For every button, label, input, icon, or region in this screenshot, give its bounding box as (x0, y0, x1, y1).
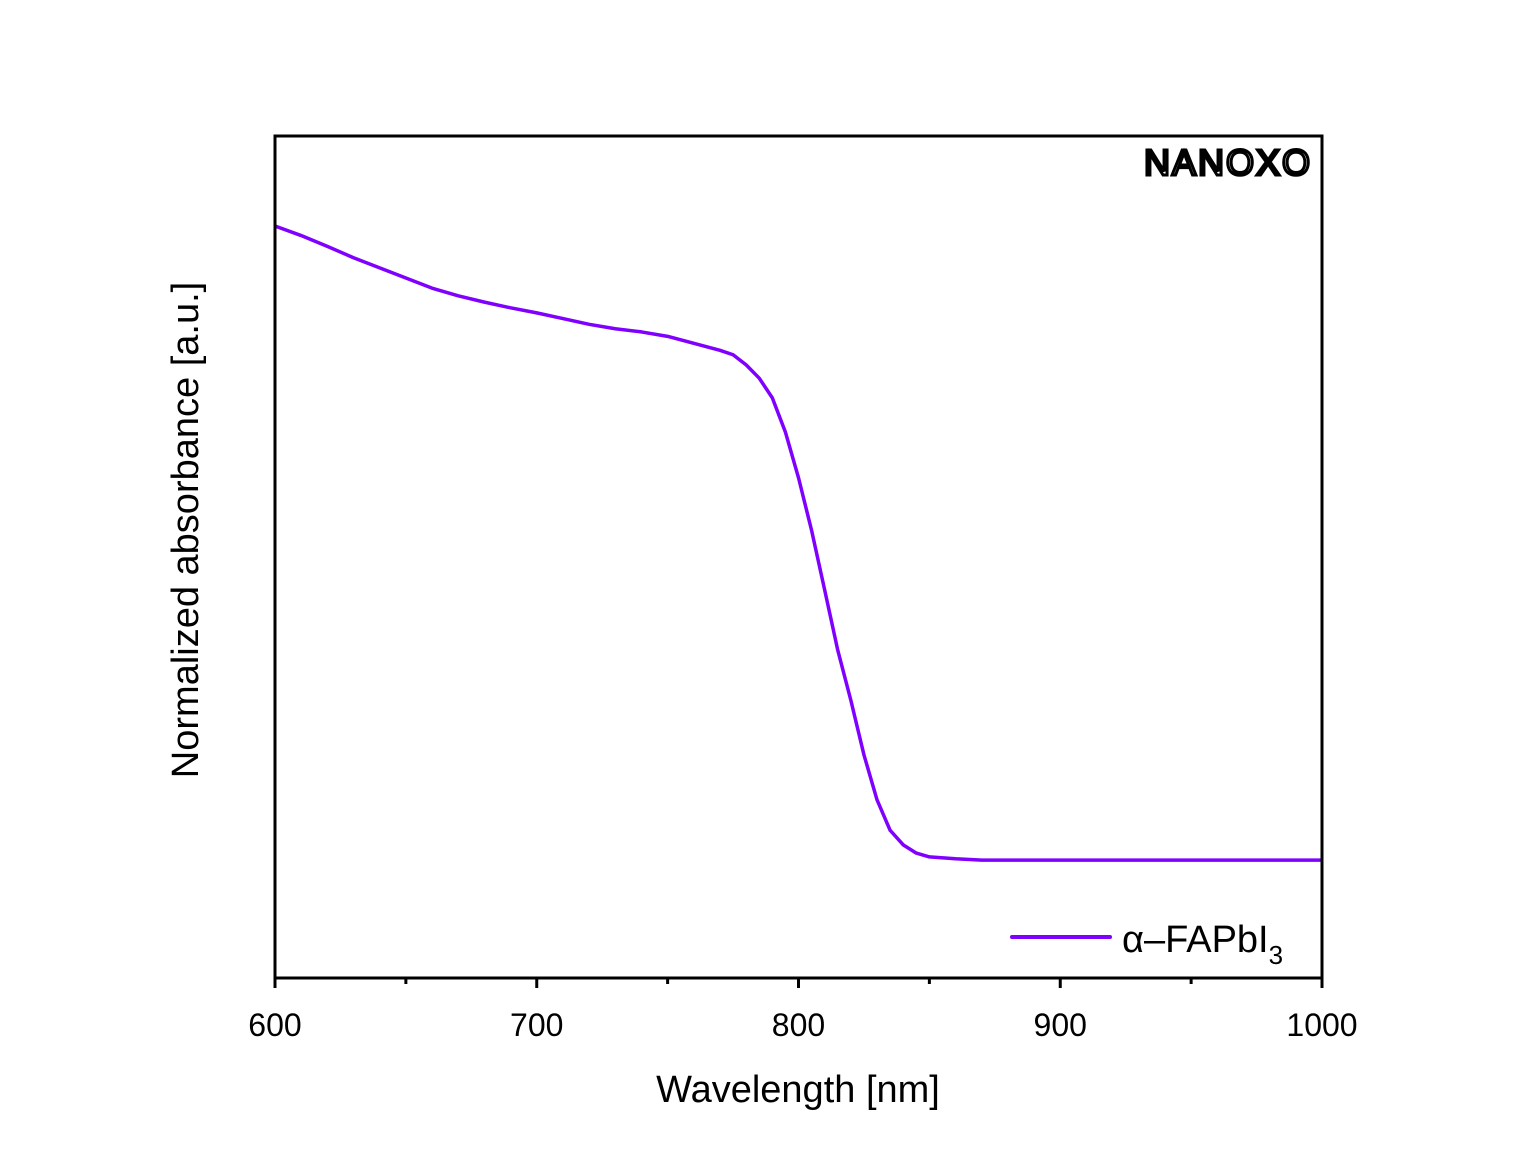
y-axis-label: Normalized absorbance [a.u.] (165, 282, 207, 778)
legend: α–FAPbI3 (1010, 919, 1283, 970)
legend-label-main: α–FAPbI (1122, 919, 1269, 961)
x-ticks: 600 700 800 900 1000 (248, 978, 1358, 1043)
x-axis-label: Wavelength [nm] (656, 1069, 940, 1111)
x-tick-label: 800 (772, 1007, 825, 1043)
x-tick-label: 900 (1034, 1007, 1087, 1043)
x-tick-label: 700 (510, 1007, 563, 1043)
x-tick-label: 1000 (1286, 1007, 1357, 1043)
legend-label: α–FAPbI3 (1122, 919, 1283, 970)
series-line-fapbi3 (274, 224, 1322, 862)
nanoxo-logo: NANOXO (1142, 141, 1312, 185)
plot-frame (273, 134, 1324, 980)
legend-label-subscript: 3 (1269, 940, 1283, 970)
x-tick-label: 600 (248, 1007, 301, 1043)
series-group (274, 224, 1322, 862)
logo-text: NANOXO (1144, 142, 1312, 183)
